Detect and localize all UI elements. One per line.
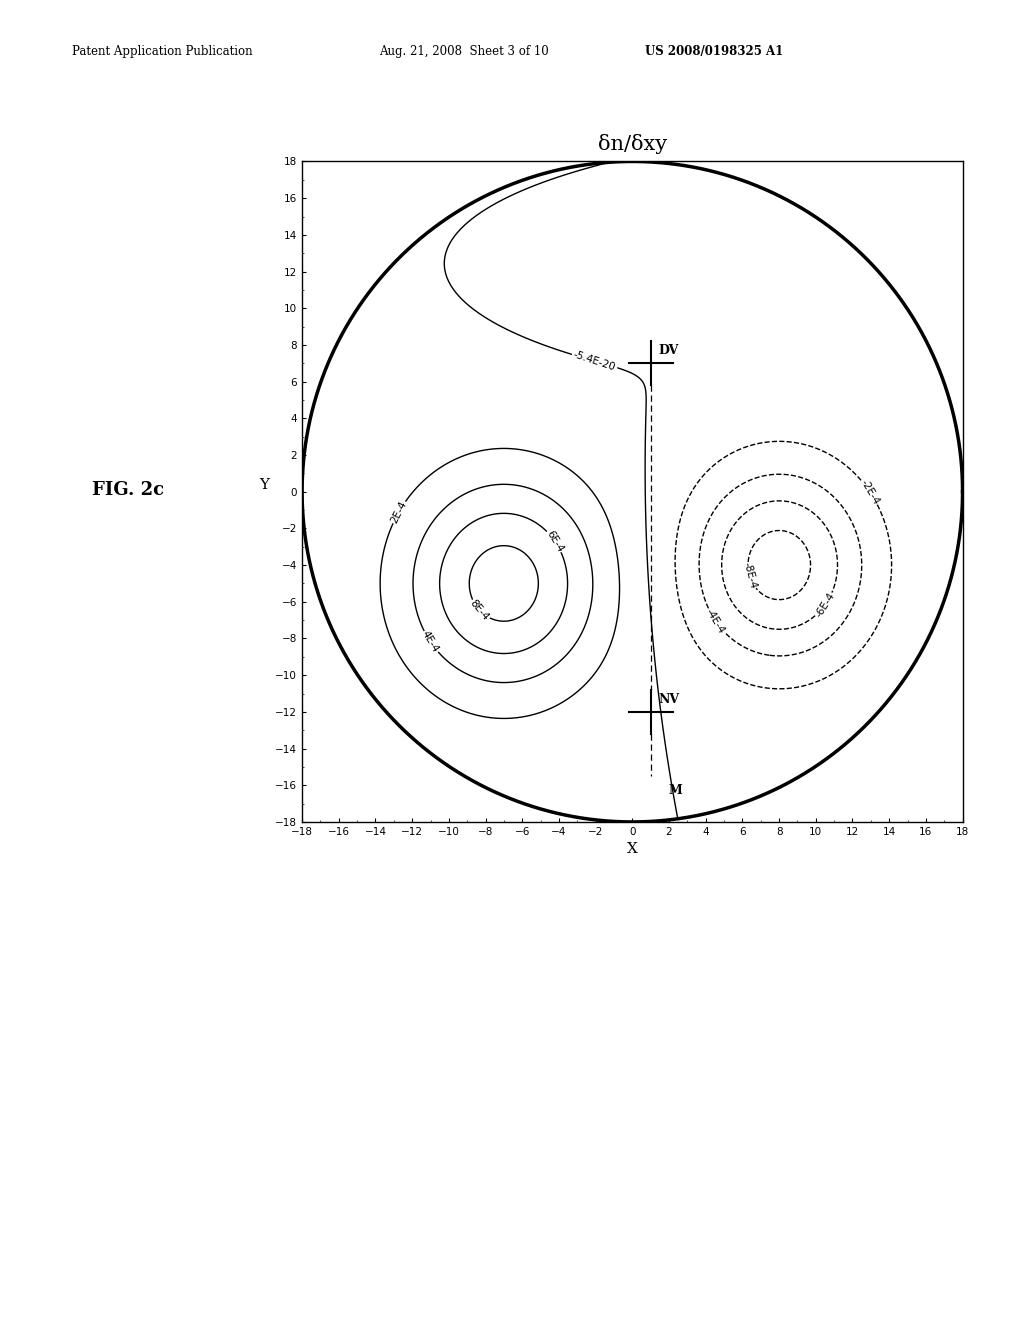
Text: Aug. 21, 2008  Sheet 3 of 10: Aug. 21, 2008 Sheet 3 of 10 [379, 45, 549, 58]
Text: FIG. 2c: FIG. 2c [92, 480, 164, 499]
Text: 2E-4: 2E-4 [389, 499, 409, 525]
Title: δn/δxy: δn/δxy [598, 135, 667, 154]
Y-axis label: Y: Y [259, 478, 269, 492]
Text: -6E-4: -6E-4 [813, 591, 837, 619]
Text: DV: DV [658, 345, 678, 358]
Text: NV: NV [658, 693, 679, 706]
Text: US 2008/0198325 A1: US 2008/0198325 A1 [645, 45, 783, 58]
X-axis label: X: X [627, 842, 638, 857]
Text: Patent Application Publication: Patent Application Publication [72, 45, 252, 58]
Text: -8E-4: -8E-4 [741, 561, 758, 590]
Text: M: M [669, 784, 683, 797]
Text: -5.4E-20: -5.4E-20 [572, 350, 616, 372]
Text: 6E-4: 6E-4 [545, 529, 565, 554]
Text: -4E-4: -4E-4 [705, 606, 727, 635]
Text: 8E-4: 8E-4 [468, 598, 490, 623]
Text: 4E-4: 4E-4 [420, 630, 440, 655]
Text: -2E-4: -2E-4 [859, 478, 882, 507]
